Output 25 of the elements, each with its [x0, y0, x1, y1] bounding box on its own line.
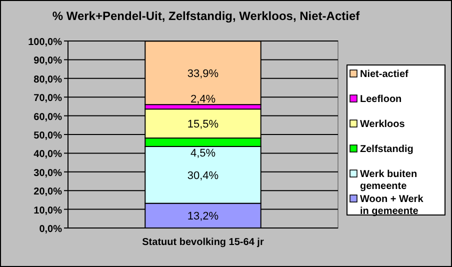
y-tick-label: 70,0% — [34, 93, 62, 104]
x-tick-label: Statuut bevolking 15-64 jr — [142, 237, 264, 248]
y-tick-label: 60,0% — [34, 112, 62, 123]
legend-label: Leefloon — [360, 94, 402, 105]
chart-title: % Werk+Pendel-Uit, Zelfstandig, Werkloos, Niet-Actief — [52, 9, 361, 23]
legend-label: Woon + Werk in gemeente — [360, 194, 424, 217]
legend-label: Werkloos — [360, 119, 406, 130]
y-tick-label: 40,0% — [34, 149, 62, 160]
data-label: 2,4% — [190, 94, 216, 106]
y-tick-label: 80,0% — [34, 74, 62, 86]
y-tick-label: 90,0% — [34, 56, 62, 67]
data-label: 30,4% — [187, 170, 219, 182]
legend-label: Zelfstandig — [360, 144, 414, 155]
y-tick-label: 100,0% — [28, 37, 62, 48]
legend-label: Werk buiten gemeente — [360, 169, 418, 192]
y-tick-label: 0,0% — [39, 224, 62, 235]
y-tick-label: 50,0% — [34, 130, 62, 142]
data-label: 13,2% — [187, 210, 219, 223]
data-label: 4,5% — [190, 147, 216, 160]
data-label: 33,9% — [187, 68, 219, 80]
legend-label: Niet-actief — [360, 69, 410, 80]
y-tick-label: 10,0% — [34, 205, 62, 216]
y-tick-label: 30,0% — [34, 168, 62, 179]
data-label: 15,5% — [187, 118, 219, 131]
y-tick-label: 20,0% — [34, 186, 62, 198]
